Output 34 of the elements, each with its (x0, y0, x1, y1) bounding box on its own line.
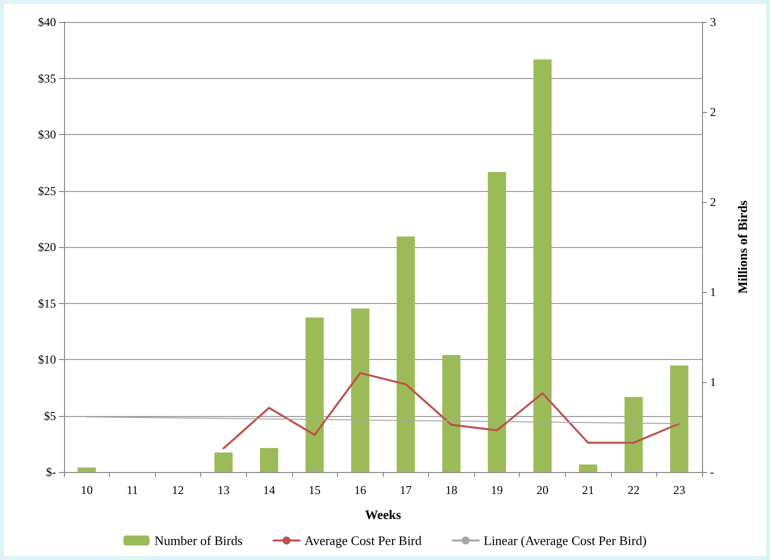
x-axis-title: Weeks (364, 507, 402, 522)
y-tick-label: $35 (38, 71, 56, 86)
y-tick-label: $10 (38, 352, 56, 366)
x-tick-label: 15 (308, 483, 321, 497)
x-tick-label: 23 (673, 483, 686, 497)
y2-tick-label: 3 (710, 15, 716, 29)
y-tick-label: $40 (38, 15, 56, 29)
x-tick-label: 10 (80, 483, 93, 497)
x-tick-label: 16 (354, 483, 366, 497)
legend-label: Number of Birds (154, 533, 243, 548)
y-tick-label: $25 (38, 184, 56, 198)
x-tick-label: 18 (445, 483, 458, 497)
x-tick-label: 14 (263, 483, 276, 497)
y2-tick-label: 2 (710, 195, 716, 209)
y2-tick-label: - (710, 465, 714, 479)
y2-tick-label: 2 (710, 105, 716, 119)
y2-axis-title: Millions of Birds (735, 200, 750, 294)
y2-tick-label: 1 (710, 285, 716, 299)
x-tick-label: 17 (400, 483, 412, 497)
y-tick-label: $- (46, 465, 56, 479)
y-tick-label: $5 (44, 408, 56, 423)
y2-tick-label: 1 (710, 375, 716, 389)
legend-label: Linear (Average Cost Per Bird) (484, 533, 647, 548)
x-tick-label: 20 (536, 483, 548, 497)
x-tick-label: 21 (582, 483, 594, 497)
x-tick-label: 13 (218, 483, 230, 497)
x-tick-label: 19 (490, 483, 503, 497)
y-tick-label: $30 (38, 128, 56, 142)
y-tick-label: $20 (38, 240, 56, 254)
x-tick-label: 12 (172, 483, 184, 497)
legend-label: Average Cost Per Bird (304, 533, 422, 548)
x-tick-label: 22 (628, 483, 640, 497)
y-tick-label: $15 (38, 296, 56, 310)
x-tick-label: 11 (126, 483, 138, 497)
